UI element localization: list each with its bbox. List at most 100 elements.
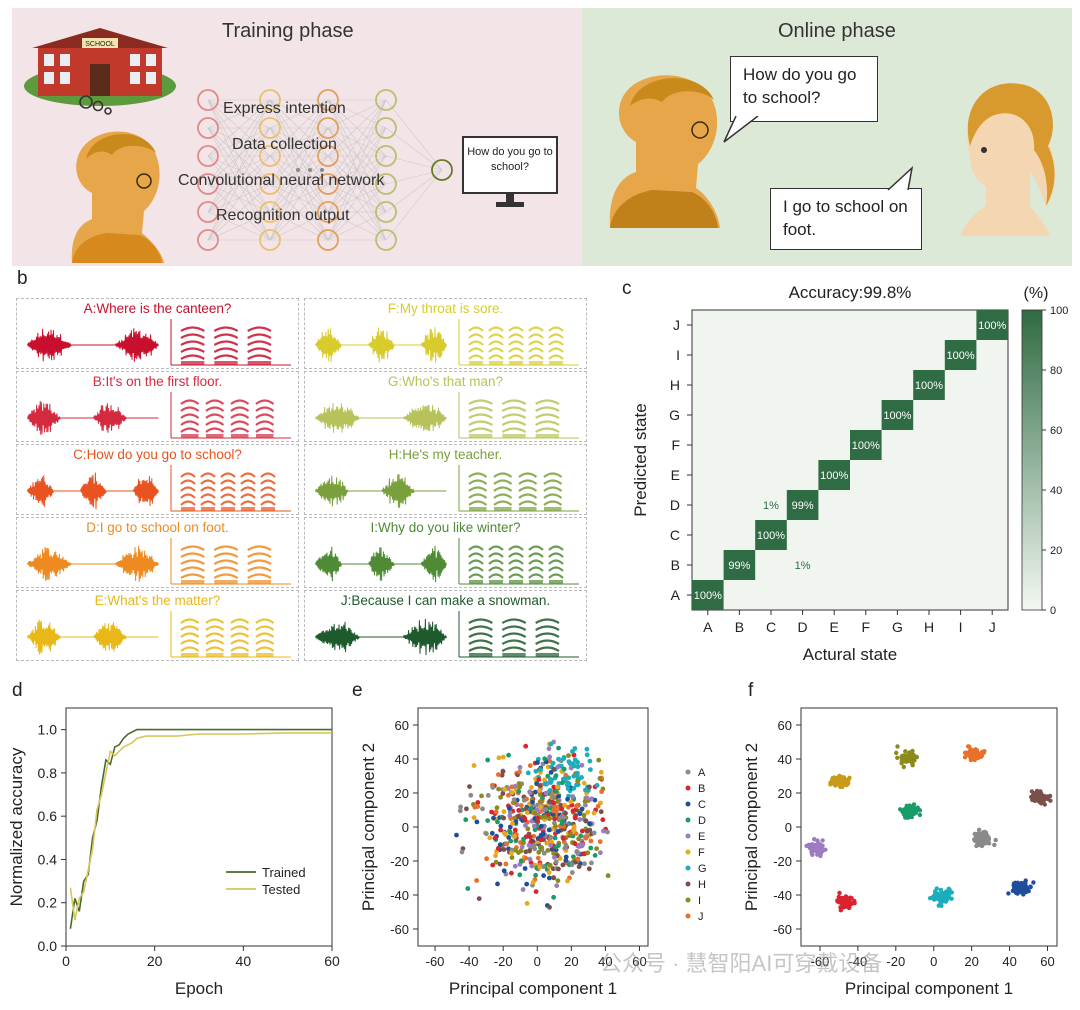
spectrogram-base	[247, 580, 271, 584]
scatter-point	[507, 809, 513, 815]
cluster-point-j	[969, 749, 974, 754]
nn-node	[431, 159, 453, 181]
spectrogram-band	[468, 618, 493, 624]
spectrogram-band	[528, 347, 544, 353]
legend-marker	[685, 785, 691, 791]
panel-label-d: d	[12, 680, 23, 701]
heatmap-cell	[786, 490, 819, 520]
scatter-point	[561, 766, 567, 772]
spectrogram-base	[489, 361, 503, 365]
scatter-point	[591, 810, 597, 816]
legend-label: Tested	[262, 882, 300, 897]
y-axis-label: Normalized accuracy	[7, 747, 26, 906]
spectrogram-base	[181, 580, 205, 584]
spectrogram-base	[549, 580, 563, 584]
cluster-point-e	[814, 848, 819, 854]
scatter-point	[501, 815, 507, 821]
spectrogram-band	[255, 646, 275, 652]
y-tick-label: 0	[402, 820, 409, 835]
scatter-point	[555, 764, 561, 770]
y-tick-label: D	[670, 497, 680, 513]
waveform-label: B:It's on the first floor.	[92, 374, 223, 389]
spectrogram-band	[205, 625, 225, 631]
man-head-illustration	[71, 131, 164, 263]
heatmap-cell	[881, 400, 914, 430]
spectrogram-band	[200, 500, 216, 506]
panel-label-b: b	[17, 268, 28, 289]
heatmap-cell-label: 100%	[852, 440, 880, 452]
spectrogram-base	[256, 653, 274, 657]
colorbar-tick-label: 40	[1050, 485, 1062, 497]
scatter-point	[546, 746, 552, 752]
cluster-point-j	[976, 755, 981, 760]
spectrogram-band	[255, 406, 275, 412]
cluster-point-g	[949, 896, 954, 901]
scatter-point	[574, 803, 579, 809]
spectrogram-band	[528, 354, 544, 360]
nn-node	[259, 173, 281, 195]
spectrogram-band	[488, 347, 504, 353]
scatter-point	[509, 855, 515, 860]
cluster-point-d	[911, 802, 917, 807]
nn-node	[317, 201, 339, 223]
spectrogram-band	[548, 354, 564, 360]
scatter-point	[531, 842, 537, 848]
scatter-point	[506, 835, 512, 840]
nn-ellipsis-dot	[296, 168, 300, 172]
spectrogram-band	[230, 632, 250, 638]
scatter-point	[579, 806, 585, 812]
waveform-path	[27, 328, 159, 362]
scatter-point	[538, 837, 544, 843]
waveform-svg	[315, 611, 579, 658]
spectrogram-band	[468, 552, 484, 558]
y-tick-label: E	[671, 467, 680, 483]
y-tick-label: B	[671, 557, 680, 573]
x-axis-label: Principal component 1	[449, 979, 617, 998]
spectrogram-band	[255, 632, 275, 638]
y-tick-label: 0.6	[38, 808, 58, 824]
spectrogram-band	[468, 340, 484, 346]
waveform-path	[315, 473, 447, 509]
spectrogram-base	[469, 580, 483, 584]
scatter-point	[571, 824, 577, 830]
cluster-point-c	[1024, 887, 1030, 892]
cluster-point-a	[972, 831, 978, 837]
x-tick-label: 0	[930, 954, 937, 969]
waveform-cell: B:It's on the first floor.	[16, 371, 299, 442]
spectrogram-band	[200, 486, 216, 492]
nn-connection	[327, 183, 387, 241]
spectrogram-base	[509, 580, 523, 584]
scatter-point	[531, 823, 537, 829]
neural-network-diagram	[197, 89, 453, 251]
scatter-point	[506, 752, 511, 758]
scatter-point	[559, 806, 565, 812]
spectrogram-band	[501, 618, 527, 624]
nn-connection	[327, 155, 387, 241]
spectrogram-base	[529, 580, 543, 584]
spectrogram-band	[488, 573, 504, 579]
scatter-point	[547, 754, 553, 760]
y-tick-label: 1.0	[38, 722, 58, 738]
waveform-label: G:Who's that man?	[387, 374, 504, 389]
spectrogram-band	[543, 493, 563, 499]
scatter-point	[503, 861, 509, 867]
spectrogram-band	[240, 486, 256, 492]
scatter-point	[493, 853, 498, 859]
scatter-point	[458, 804, 463, 810]
spectrogram-band	[260, 493, 276, 499]
waveform-cell: H:He's my teacher.	[304, 444, 587, 515]
waveform-path	[315, 545, 447, 583]
scatter-point	[529, 863, 535, 869]
spectrogram-band	[518, 472, 538, 478]
cluster-point-i	[908, 750, 913, 755]
scatter-point	[507, 830, 513, 835]
spectrogram-band	[247, 340, 272, 346]
spectrogram-base	[519, 507, 537, 511]
scatter-point	[571, 785, 577, 791]
watermark-text: 公众号 · 慧智阳AI可穿戴设备	[600, 951, 883, 976]
scatter-point	[476, 896, 482, 901]
cluster-point-g	[944, 897, 949, 902]
scatter-point	[542, 777, 547, 783]
y-tick-label: 0.2	[38, 895, 58, 911]
spectrogram-band	[468, 493, 488, 499]
